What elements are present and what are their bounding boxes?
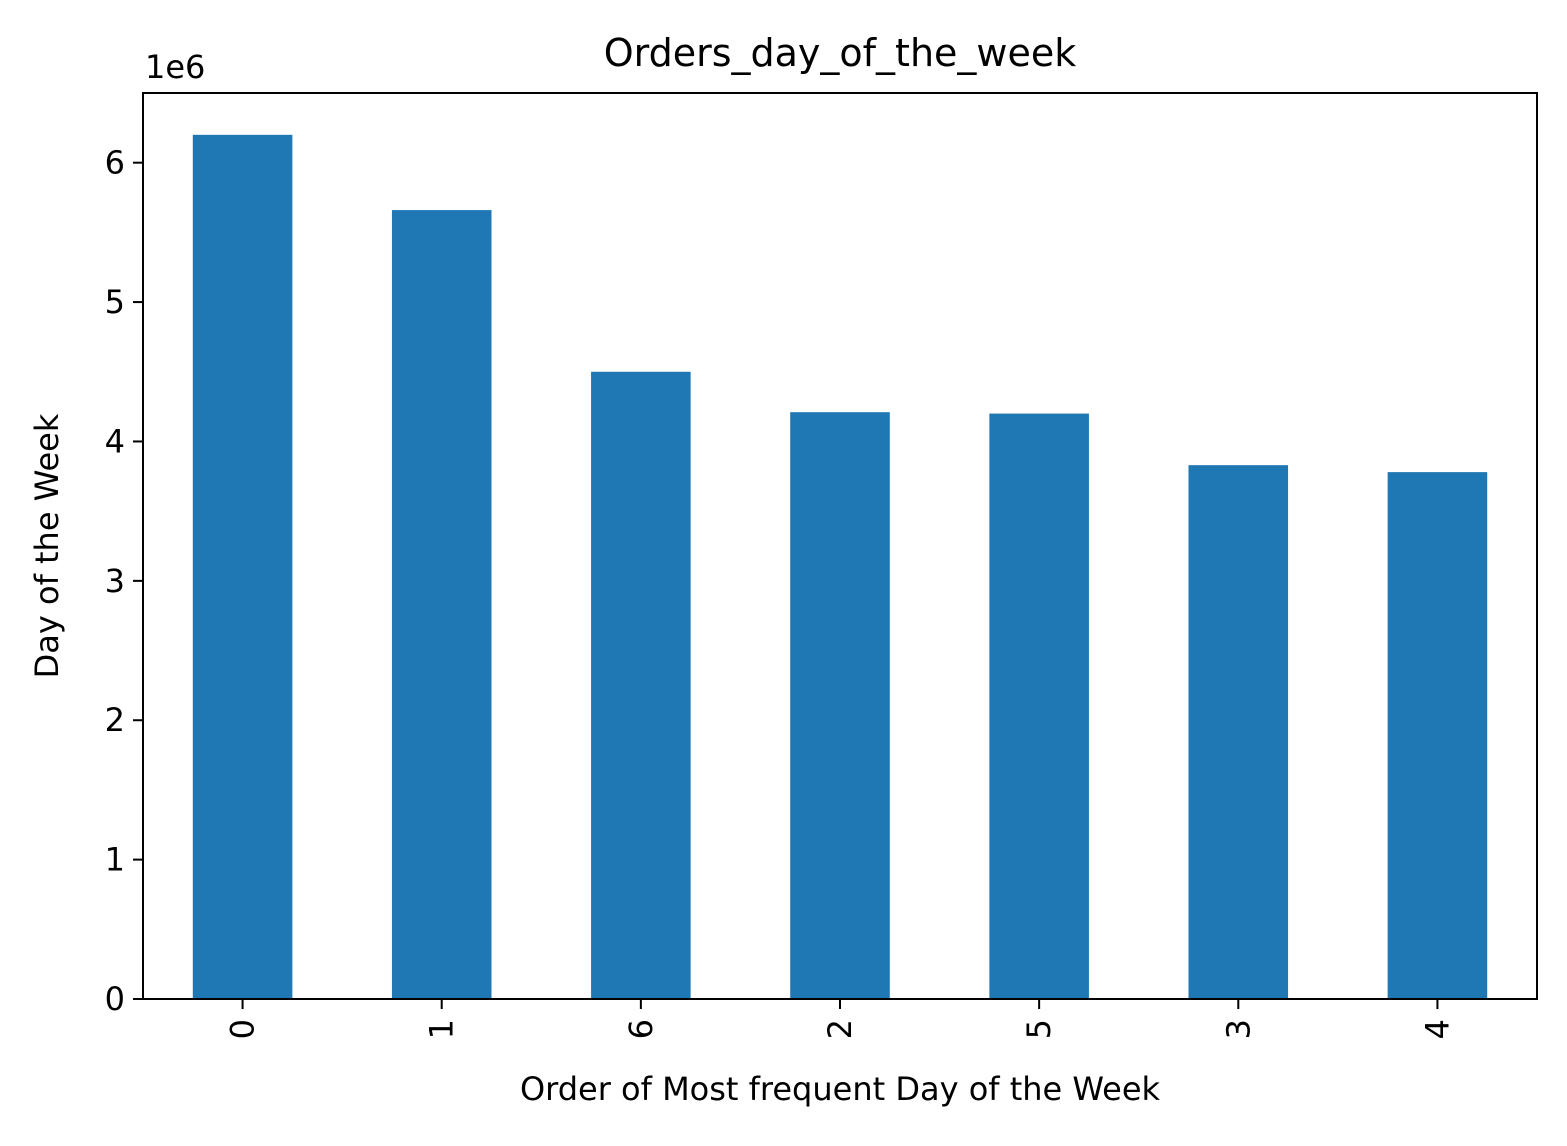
y-tick-label: 3 xyxy=(105,562,125,600)
bar-0 xyxy=(192,134,293,999)
y-tick-label: 5 xyxy=(105,283,125,321)
y-tick-label: 2 xyxy=(105,701,125,739)
y-tick-label: 4 xyxy=(105,422,125,460)
y-tick-label: 0 xyxy=(105,980,125,1018)
x-tick-label: 1 xyxy=(423,1019,461,1039)
y-tick-label: 6 xyxy=(105,144,125,182)
bar-4 xyxy=(1387,472,1488,999)
y-axis-ticks: 0 1 2 3 4 5 6 xyxy=(105,144,143,1018)
x-axis-ticks: 0 1 6 2 5 3 4 xyxy=(224,999,1456,1039)
x-axis-label: Order of Most frequent Day of the Week xyxy=(520,1070,1161,1108)
bar-1 xyxy=(391,210,492,999)
plot-frame xyxy=(142,92,1538,1000)
y-axis-multiplier: 1e6 xyxy=(145,48,205,86)
x-tick-label: 4 xyxy=(1418,1019,1456,1039)
bar-2 xyxy=(790,412,890,999)
x-tick-label: 0 xyxy=(224,1019,262,1039)
x-tick-label: 3 xyxy=(1219,1019,1257,1039)
x-tick-label: 5 xyxy=(1020,1019,1058,1039)
bars-group xyxy=(192,134,1488,1000)
bar-6 xyxy=(591,371,691,999)
bar-3 xyxy=(1188,465,1289,999)
y-axis-label: Day of the Week xyxy=(28,413,66,678)
y-tick-label: 1 xyxy=(105,841,125,879)
chart-title: Orders_day_of_the_week xyxy=(604,31,1077,75)
x-tick-label: 2 xyxy=(821,1019,859,1039)
bar-5 xyxy=(989,413,1089,1000)
x-tick-label: 6 xyxy=(622,1019,660,1039)
